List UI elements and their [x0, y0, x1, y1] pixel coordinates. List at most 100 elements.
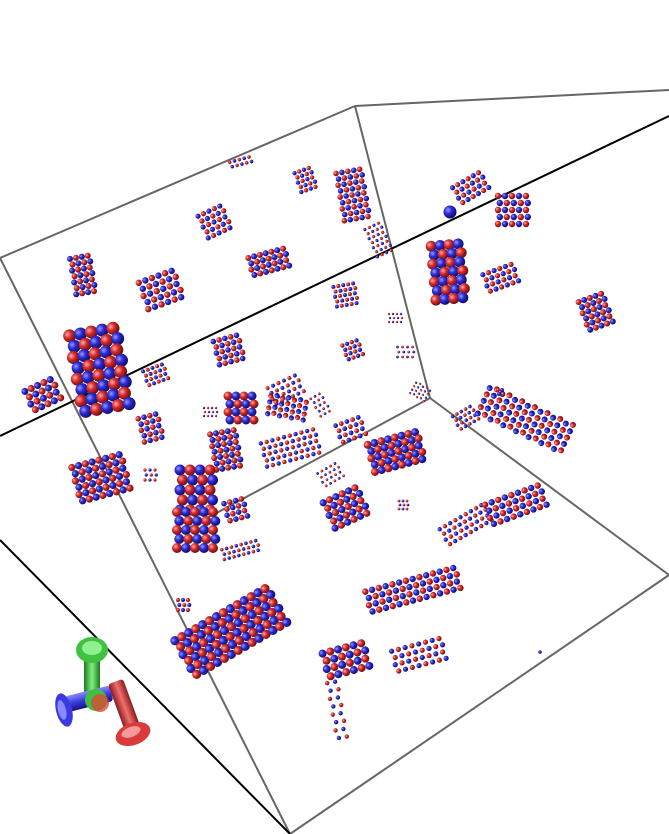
cation-sphere — [386, 596, 393, 603]
cation-sphere — [148, 468, 152, 472]
anion-sphere — [579, 310, 586, 317]
anion-sphere — [414, 434, 423, 443]
anion-sphere — [276, 381, 281, 386]
anion-sphere — [440, 284, 452, 296]
cation-sphere — [312, 401, 316, 404]
anion-sphere — [333, 728, 338, 733]
anion-sphere — [261, 629, 271, 639]
cation-sphere — [398, 503, 402, 507]
anion-sphere — [329, 464, 332, 468]
cation-sphere — [88, 480, 97, 488]
anion-sphere — [186, 598, 190, 602]
anion-sphere — [499, 509, 507, 517]
anion-sphere — [143, 373, 148, 378]
cation-sphere — [295, 408, 302, 415]
anion-sphere — [515, 421, 522, 428]
anion-sphere — [177, 632, 187, 642]
cation-sphere — [338, 711, 343, 716]
cation-sphere — [290, 438, 295, 444]
cation-sphere — [326, 404, 330, 408]
cation-sphere — [183, 638, 193, 648]
anion-sphere — [223, 452, 230, 459]
anion-sphere — [464, 183, 470, 189]
anion-sphere — [230, 345, 237, 352]
cation-sphere — [233, 332, 240, 339]
anion-sphere — [339, 303, 344, 308]
cation-sphere — [254, 633, 264, 643]
anion-sphere — [295, 175, 300, 180]
anion-sphere — [439, 266, 451, 278]
cation-sphere — [351, 197, 358, 204]
ion-cluster — [363, 428, 427, 476]
anion-sphere — [392, 316, 396, 320]
cation-sphere — [73, 291, 80, 298]
anion-sphere — [343, 287, 348, 292]
anion-sphere — [352, 435, 357, 441]
cation-sphere — [297, 384, 302, 389]
cation-sphere — [583, 315, 590, 322]
anion-sphere — [569, 421, 576, 428]
anion-sphere — [344, 502, 352, 511]
anion-sphere — [166, 283, 174, 290]
ion-cluster-layer — [21, 155, 616, 741]
cation-sphere — [213, 460, 220, 467]
anion-sphere — [494, 417, 501, 424]
cation-sphere — [152, 411, 159, 417]
anion-sphere — [510, 513, 517, 520]
anion-sphere — [356, 166, 363, 173]
cation-sphere — [85, 466, 93, 474]
anion-sphere — [176, 598, 180, 602]
cation-sphere — [490, 392, 497, 399]
cation-sphere — [85, 289, 92, 296]
anion-sphere — [538, 422, 545, 429]
cation-sphere — [353, 179, 359, 185]
cation-sphere — [153, 429, 159, 436]
cation-sphere — [334, 645, 343, 654]
anion-sphere — [476, 417, 481, 421]
anion-sphere — [405, 499, 409, 503]
cation-sphere — [605, 307, 612, 314]
anion-sphere — [153, 436, 159, 442]
anion-sphere — [425, 386, 429, 390]
cation-sphere — [114, 353, 128, 367]
cation-sphere — [269, 615, 279, 625]
anion-sphere — [287, 433, 292, 438]
anion-sphere — [422, 399, 426, 403]
cation-sphere — [296, 443, 301, 448]
cation-sphere — [207, 494, 218, 506]
cation-sphere — [295, 180, 301, 185]
anion-sphere — [211, 205, 217, 212]
anion-sphere — [201, 534, 212, 544]
cation-sphere — [149, 418, 156, 424]
cation-sphere — [506, 275, 513, 281]
anion-sphere — [547, 421, 554, 428]
anion-sphere — [345, 198, 352, 205]
cation-sphere — [322, 665, 331, 674]
cation-sphere — [347, 174, 354, 180]
cation-sphere — [502, 263, 508, 270]
anion-sphere — [197, 647, 208, 658]
cation-sphere — [493, 512, 500, 519]
cation-sphere — [325, 511, 333, 519]
cation-sphere — [491, 267, 497, 274]
anion-sphere — [265, 255, 272, 262]
cation-sphere — [194, 484, 206, 496]
cation-sphere — [270, 456, 275, 462]
cation-sphere — [255, 623, 265, 633]
anion-sphere — [259, 263, 266, 270]
cation-sphere — [222, 552, 227, 556]
anion-sphere — [359, 208, 366, 215]
cation-sphere — [95, 323, 109, 337]
cation-sphere — [338, 660, 347, 669]
anion-sphere — [418, 447, 427, 456]
ion-cluster — [223, 391, 259, 425]
cation-sphere — [399, 592, 406, 600]
anion-sphere — [512, 273, 518, 279]
anion-sphere — [606, 313, 613, 320]
cation-sphere — [472, 419, 477, 424]
cation-sphere — [585, 308, 592, 315]
anion-sphere — [158, 301, 165, 308]
cation-sphere — [589, 319, 596, 326]
ion-cluster — [363, 221, 393, 259]
